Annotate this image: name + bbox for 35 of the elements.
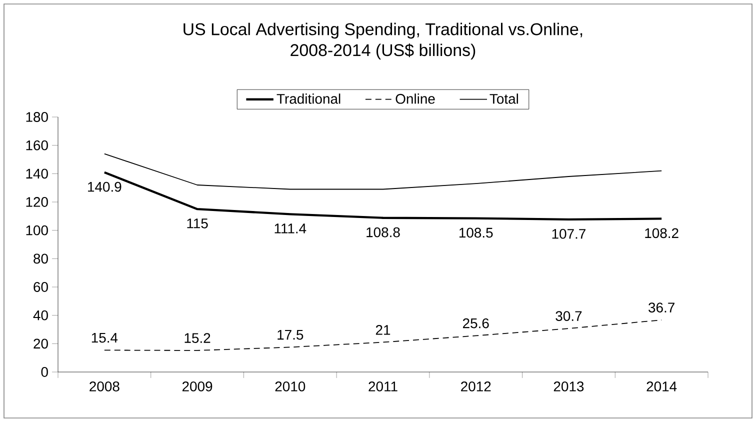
legend-label: Traditional	[276, 94, 340, 104]
x-tick-label: 2012	[461, 381, 491, 392]
y-tick-label: 120	[26, 197, 48, 207]
y-tick-label: 100	[26, 225, 48, 236]
y-tick-label: 20	[34, 338, 48, 349]
chart-title: US Local Advertising Spending, Traditional vs.Online, 2008-2014 (US$ billions)	[184, 22, 582, 60]
data-label: 140.9	[88, 182, 122, 192]
y-tick-label: 40	[33, 310, 48, 320]
x-tick-label: 2008	[90, 381, 120, 392]
y-tick-label: 80	[34, 254, 48, 264]
data-label: 108.2	[645, 228, 678, 238]
data-label: 15.2	[184, 333, 210, 343]
data-label: 21	[376, 324, 390, 335]
x-tick-label: 2013	[554, 381, 584, 392]
x-tick-label: 2010	[275, 381, 306, 392]
data-label: 17.5	[278, 330, 304, 340]
data-label: 36.7	[648, 302, 674, 313]
data-label: 115	[187, 218, 208, 228]
x-tick-label: 2009	[182, 381, 212, 392]
data-label: 108.8	[366, 227, 400, 238]
y-tick-label: 0	[41, 367, 48, 377]
data-label: 107.7	[552, 228, 586, 239]
data-label: 108.5	[459, 228, 493, 238]
y-tick-label: 60	[34, 282, 48, 292]
y-tick-label: 140	[26, 168, 48, 179]
y-tick-label: 180	[26, 112, 48, 122]
legend-label: Total	[490, 94, 518, 104]
y-tick-label: 160	[26, 140, 48, 150]
data-label: 111.4	[274, 224, 306, 234]
x-tick-label: 2011	[368, 381, 398, 392]
data-label: 30.7	[556, 311, 582, 322]
x-tick-label: 2014	[646, 381, 677, 392]
data-label: 15.4	[92, 332, 118, 343]
legend-label: Online	[396, 94, 435, 104]
data-label: 25.6	[462, 318, 489, 328]
